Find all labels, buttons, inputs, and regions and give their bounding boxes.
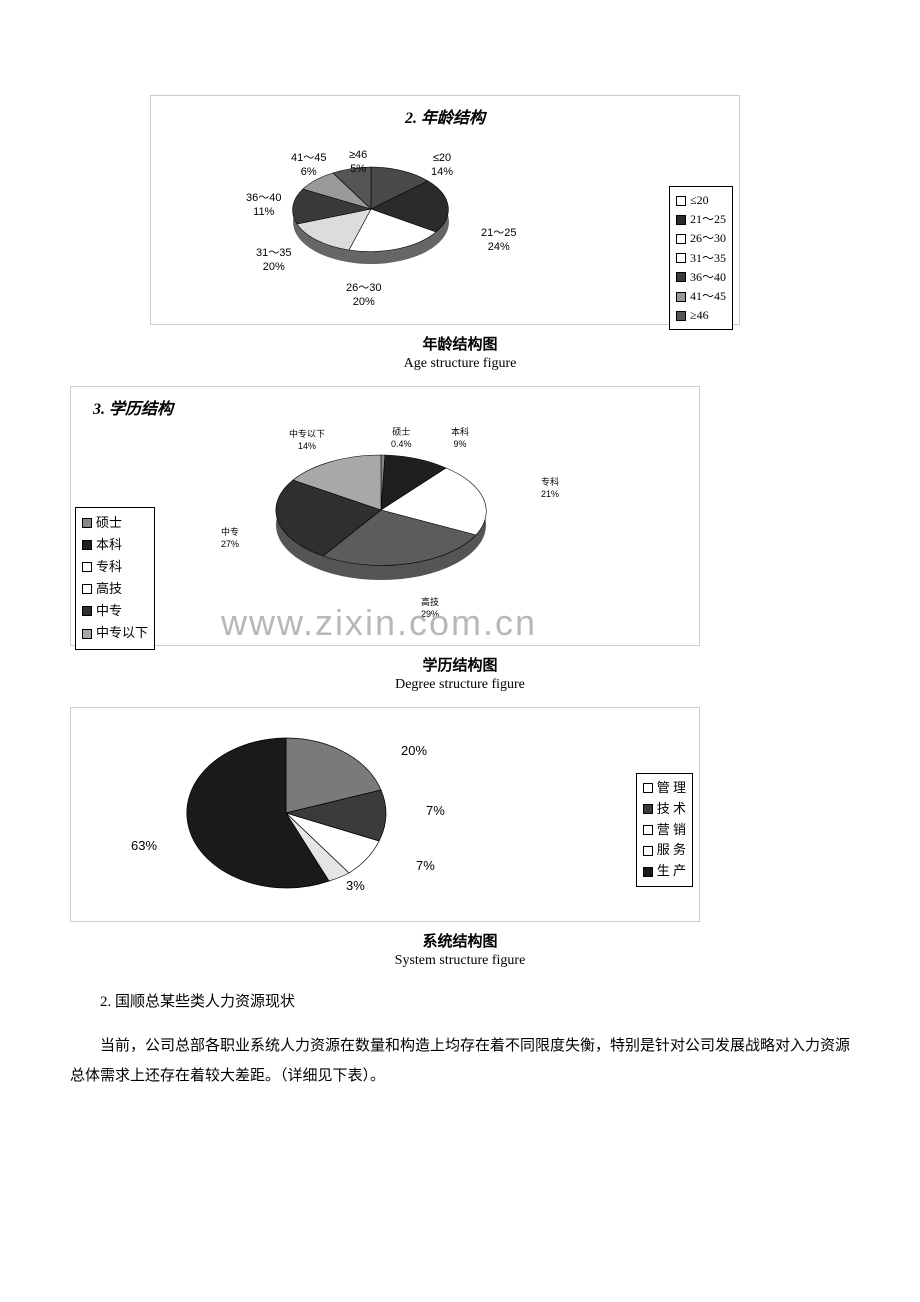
pie-label: 63% — [131, 838, 157, 855]
section-heading: 2. 国顺总某些类人力资源现状 — [70, 987, 850, 1017]
pie-label: 7% — [416, 858, 435, 875]
pie-label: 20% — [401, 743, 427, 760]
age-chart-title: 2. 年龄结构 — [151, 96, 739, 132]
caption-cn: 年龄结构图 — [70, 333, 850, 354]
legend-item: 管 理 — [643, 778, 686, 799]
legend-item: 硕士 — [82, 512, 148, 534]
legend-item: 21～25 — [676, 210, 726, 229]
pie-label: 专科21% — [541, 477, 559, 500]
pie-label: 26～3020% — [346, 281, 381, 310]
legend-item: 31～35 — [676, 249, 726, 268]
legend-item: 生 产 — [643, 861, 686, 882]
system-legend: 管 理 技 术 营 销 服 务 生 产 — [636, 773, 693, 887]
pie-label: 21～2524% — [481, 226, 516, 255]
age-structure-panel: 2. 年龄结构 ≤2014% 21～2524% 26～3020% 31～3520… — [150, 95, 740, 325]
degree-legend: 硕士 本科 专科 高技 中专 中专以下 — [75, 507, 155, 650]
degree-pie-chart — [251, 435, 511, 600]
degree-caption: 学历结构图 Degree structure figure — [70, 654, 850, 693]
pie-label: 本科9% — [451, 427, 469, 450]
pie-label: ≤2014% — [431, 151, 453, 180]
legend-item: 26～30 — [676, 229, 726, 248]
body-paragraph: 当前，公司总部各职业系统人力资源在数量和构造上均存在着不同限度失衡，特别是针对公… — [70, 1031, 850, 1091]
pie-label: 中专27% — [221, 527, 239, 550]
age-caption: 年龄结构图 Age structure figure — [70, 333, 850, 372]
legend-item: 营 销 — [643, 820, 686, 841]
caption-en: System structure figure — [70, 953, 850, 969]
caption-cn: 学历结构图 — [70, 654, 850, 675]
caption-cn: 系统结构图 — [70, 930, 850, 951]
age-legend: ≤20 21～25 26～30 31～35 36～40 41～45 ≥46 — [669, 186, 733, 330]
legend-item: 服 务 — [643, 840, 686, 861]
legend-item: 41～45 — [676, 287, 726, 306]
legend-item: 专科 — [82, 556, 148, 578]
legend-item: ≥46 — [676, 306, 726, 325]
pie-label: 中专以下14% — [289, 429, 325, 452]
legend-item: 中专 — [82, 600, 148, 622]
legend-item: 中专以下 — [82, 622, 148, 644]
degree-structure-panel: 3. 学历结构 硕士0.4% 本科9% 专科21% 高技29% 中专27% 中专… — [70, 386, 700, 646]
system-caption: 系统结构图 System structure figure — [70, 930, 850, 969]
legend-item: 36～40 — [676, 268, 726, 287]
legend-item: 本科 — [82, 534, 148, 556]
system-structure-panel: 20% 7% 7% 3% 63% 管 理 技 术 营 销 服 务 生 产 — [70, 707, 700, 922]
pie-label: 41～456% — [291, 151, 326, 180]
watermark-text: www.zixin.com.cn — [221, 602, 537, 644]
pie-label: 3% — [346, 878, 365, 895]
caption-en: Age structure figure — [70, 356, 850, 372]
pie-label: 31～3520% — [256, 246, 291, 275]
caption-en: Degree structure figure — [70, 677, 850, 693]
legend-item: 高技 — [82, 578, 148, 600]
legend-item: 技 术 — [643, 799, 686, 820]
pie-label: ≥465% — [349, 148, 367, 177]
legend-item: ≤20 — [676, 191, 726, 210]
pie-label: 硕士0.4% — [391, 427, 412, 450]
degree-chart-title: 3. 学历结构 — [71, 387, 699, 423]
pie-label: 36～4011% — [246, 191, 281, 220]
system-pie-chart — [171, 728, 401, 898]
pie-label: 高技29% — [421, 597, 439, 620]
pie-label: 7% — [426, 803, 445, 820]
